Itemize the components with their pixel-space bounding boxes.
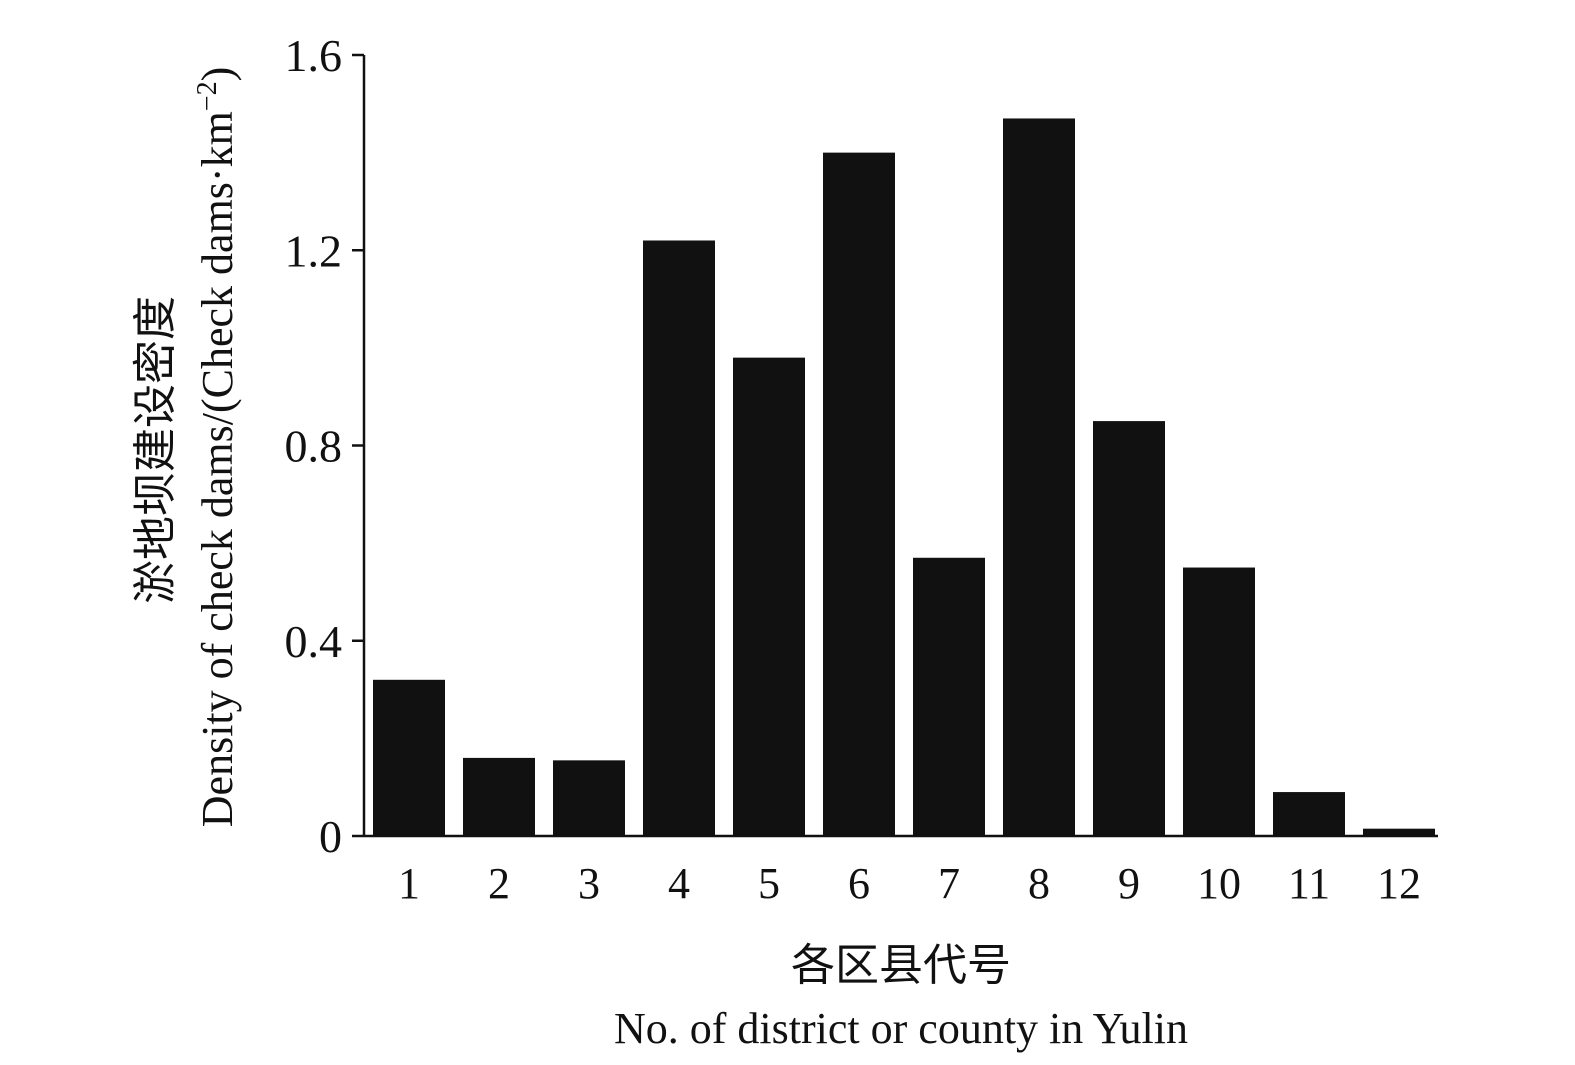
- x-tick-label-11: 11: [1288, 859, 1330, 908]
- bars-group: [373, 118, 1435, 837]
- bar-6: [823, 152, 895, 836]
- x-tick-label-12: 12: [1377, 859, 1421, 908]
- bar-12: [1363, 828, 1435, 836]
- bar-10: [1183, 567, 1255, 836]
- y-axis-title-en-main: Density of check dams/(Check dams·km: [193, 111, 242, 827]
- x-axis-title-cn: 各区县代号: [791, 940, 1011, 991]
- x-tick-label-7: 7: [938, 859, 960, 908]
- y-tick-label: 0.8: [285, 421, 343, 472]
- bar-4: [643, 240, 715, 837]
- bar-3: [553, 760, 625, 836]
- y-axis-title-en-superscript: −2: [192, 81, 223, 111]
- bar-11: [1273, 792, 1345, 836]
- y-axis-ticks: 0 0.4 0.8 1.2 1.6: [285, 30, 364, 862]
- y-tick-label: 1.2: [285, 225, 343, 276]
- x-tick-label-6: 6: [848, 859, 870, 908]
- y-axis-title-en: Density of check dams/(Check dams·km−2): [192, 67, 242, 827]
- y-axis-title-cn: 淤地坝建设密度: [130, 296, 181, 604]
- y-axis-title-en-close: ): [193, 67, 242, 82]
- bar-7: [913, 557, 985, 836]
- x-axis-category-labels: 1 2 3 4 5 6 7 8 9 10 11 12: [398, 859, 1421, 908]
- bar-2: [463, 757, 535, 836]
- y-tick-label: 0.4: [285, 616, 343, 667]
- y-tick-label: 1.6: [285, 30, 343, 81]
- bar-1: [373, 679, 445, 836]
- bar-5: [733, 357, 805, 836]
- x-tick-label-9: 9: [1118, 859, 1140, 908]
- x-tick-label-5: 5: [758, 859, 780, 908]
- bar-8: [1003, 118, 1075, 837]
- x-tick-label-3: 3: [578, 859, 600, 908]
- x-tick-label-10: 10: [1197, 859, 1241, 908]
- x-tick-label-1: 1: [398, 859, 420, 908]
- x-tick-label-2: 2: [488, 859, 510, 908]
- x-tick-label-4: 4: [668, 859, 690, 908]
- x-axis-title-en: No. of district or county in Yulin: [614, 1004, 1188, 1053]
- y-tick-label: 0: [319, 811, 342, 862]
- x-tick-label-8: 8: [1028, 859, 1050, 908]
- bar-9: [1093, 421, 1165, 836]
